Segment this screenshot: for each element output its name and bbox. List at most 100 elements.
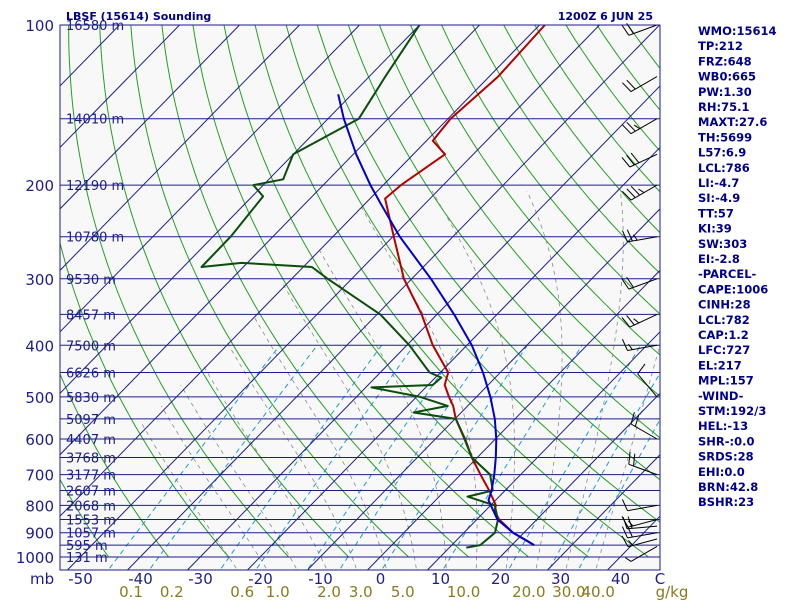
wind-barb-feather: [626, 79, 636, 90]
index-value: TP:212: [698, 39, 743, 53]
wind-barb-feather: [633, 124, 640, 130]
dry-adiabat: [534, 25, 660, 193]
height-label: 4407 m: [66, 433, 116, 448]
index-value: LI:-4.7: [698, 176, 739, 190]
wind-barb: [621, 535, 658, 548]
wind-barb-staff: [630, 545, 658, 562]
mixing-ratio-line: [150, 344, 318, 569]
dry-adiabat: [503, 25, 660, 234]
wind-barb-staff: [629, 313, 658, 328]
mixing-ratio-line: [549, 372, 660, 569]
profile-traces: [200, 25, 546, 549]
mixing-ratio-label: 40.0: [581, 583, 614, 600]
isotherm: [60, 25, 240, 210]
wind-barb-feather: [633, 318, 640, 324]
index-value: SRDS:28: [698, 450, 754, 464]
pressure-tick-label: 100: [25, 17, 54, 35]
wind-barb-staff: [630, 76, 658, 93]
dry-adiabat: [161, 25, 469, 558]
wind-barb: [625, 545, 658, 562]
index-value: KI:39: [698, 222, 732, 236]
wind-barb-feather: [626, 276, 634, 288]
wind-barb-feather: [626, 315, 635, 326]
mixing-ratio-label: 20.0: [512, 583, 545, 600]
wind-barb: [621, 229, 658, 243]
wind-barb-feather: [626, 121, 636, 132]
mixing-ratio-label: 0.1: [119, 583, 143, 600]
axis-labels: 16580 m 14010 m 12190 m 10780 m 9530 m 8457 m…: [16, 17, 689, 600]
temperature-tick-label: -10: [308, 570, 333, 588]
wind-barb-staff: [628, 463, 658, 476]
dry-adiabat: [254, 25, 649, 558]
height-label: 6626 m: [66, 367, 116, 382]
wind-barb: [621, 338, 658, 351]
isotherm: [247, 146, 660, 570]
index-value: RH:75.1: [698, 100, 749, 114]
wind-barb-feather: [627, 343, 633, 350]
index-value: BSHR:23: [698, 495, 754, 509]
pressure-tick-label: 900: [25, 525, 54, 543]
height-label: 2068 m: [66, 499, 116, 514]
index-value: SW:303: [698, 237, 747, 251]
isotherm: [60, 25, 300, 272]
wind-barb: [622, 76, 658, 93]
wind-barb: [621, 313, 658, 328]
chart-title: LBSF (15614) Sounding: [66, 10, 211, 23]
height-label: 595 m: [66, 539, 108, 554]
height-label: 9530 m: [66, 273, 116, 288]
index-value: LFC:727: [698, 343, 750, 357]
temperature-tick-label: 40: [611, 570, 630, 588]
wind-barb: [637, 363, 658, 398]
wind-barb-feather: [632, 234, 638, 241]
isotherm: [67, 25, 600, 570]
isobar-lines: [60, 24, 660, 558]
mixing-ratio-line: [308, 345, 462, 569]
index-value: STM:192/3: [698, 404, 766, 418]
moist-adiabat: [565, 190, 624, 569]
plot-background: [60, 25, 660, 570]
index-value: SHR-:0.0: [698, 434, 755, 448]
index-value: L57:6.9: [698, 146, 746, 160]
moist-adiabat: [141, 422, 237, 569]
dewpoint-trace: [200, 25, 499, 549]
dry-adiabat: [60, 241, 229, 558]
dry-adiabat: [130, 25, 409, 558]
wind-barb-staff: [630, 118, 658, 135]
mixing-ratio-label: 3.0: [349, 583, 373, 600]
height-label: 2607 m: [66, 485, 116, 500]
isotherm: [60, 25, 360, 333]
wind-barb-feather: [633, 453, 636, 467]
wind-barb-feather: [621, 157, 631, 168]
index-value: MAXT:27.6: [698, 115, 767, 129]
isotherm: [127, 25, 660, 570]
wind-barb-feather: [634, 414, 640, 427]
wind-barb-feather: [630, 152, 640, 164]
wind-barb-feather: [621, 24, 630, 36]
wind-barb-feather: [628, 520, 634, 527]
wind-barb-feather: [621, 278, 630, 290]
wind-barb-feather: [621, 317, 631, 328]
pressure-tick-label: 500: [25, 389, 54, 407]
pressure-tick-label: 1000: [16, 549, 54, 567]
moist-adiabat: [225, 339, 357, 569]
index-value: SI:-4.9: [698, 191, 740, 205]
height-label: 14010 m: [66, 113, 124, 128]
height-label: 12190 m: [66, 179, 124, 194]
wind-barb: [622, 118, 658, 135]
mixing-ratio-label: 1.0: [266, 583, 290, 600]
wind-barb-staff: [627, 344, 658, 351]
wind-barb: [621, 276, 658, 290]
wind-barb-staff: [627, 525, 658, 530]
wind-barb-staff: [629, 153, 658, 168]
background-grid: [60, 25, 660, 570]
index-value: LCL:782: [698, 313, 750, 327]
moist-adiabat: [281, 282, 417, 569]
moist-adiabat: [431, 190, 515, 569]
isotherm: [60, 25, 180, 149]
dry-adiabat: [60, 372, 169, 558]
wind-barb-feather: [630, 185, 641, 196]
mixing-ratio-label: 2.0: [317, 583, 341, 600]
dry-adiabat: [347, 25, 660, 439]
height-label: 131 m: [66, 551, 108, 566]
